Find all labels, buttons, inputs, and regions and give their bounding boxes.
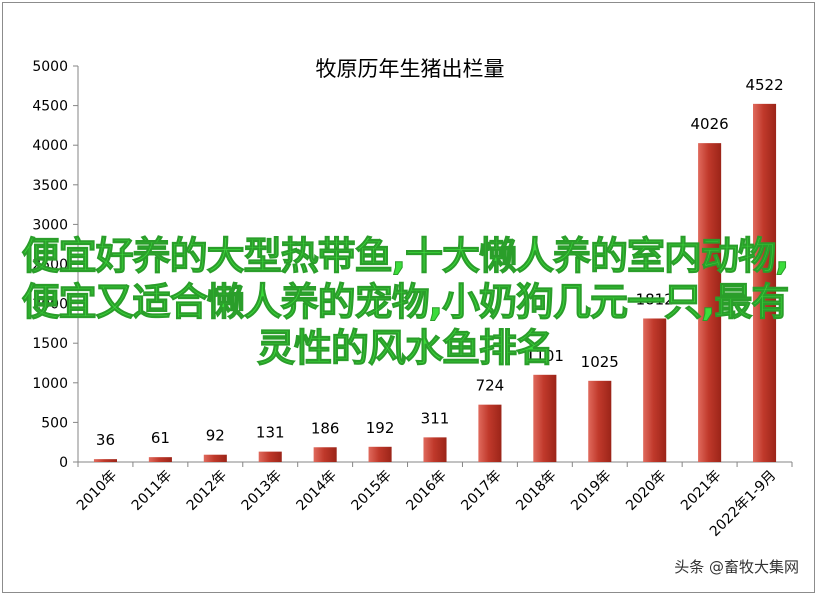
y-tick-label: 4500: [32, 99, 68, 115]
y-tick-label: 1000: [32, 376, 68, 392]
bar: [258, 451, 282, 462]
x-tick-label: 2013年: [239, 468, 285, 514]
bar: [203, 454, 227, 462]
data-label: 4522: [745, 76, 783, 94]
y-tick-label: 1500: [32, 336, 68, 352]
chart-title: 牧原历年生猪出栏量: [316, 57, 505, 81]
x-tick-label: 2019年: [568, 468, 614, 514]
x-tick-label: 2017年: [458, 468, 504, 514]
bar: [368, 446, 392, 462]
data-label: 186: [311, 419, 340, 437]
x-tick-label: 2016年: [403, 468, 449, 514]
y-tick-labels: 0 500 1000 1500 2000 2500 3000 3500 4000 4500 5000: [32, 59, 68, 471]
data-label: 1812: [636, 290, 674, 308]
x-tick-label: 2014年: [294, 468, 340, 514]
y-tick-label: 5000: [32, 59, 68, 75]
data-label: 61: [151, 429, 170, 447]
data-label: 1101: [526, 347, 564, 365]
bar: [533, 374, 557, 462]
bar: [313, 447, 337, 462]
data-labels: 36 61 92 131 186 192 311 724 1101 1025 1812 4026 452…: [96, 76, 784, 449]
y-tick-label: 4000: [32, 138, 68, 154]
data-label: 4026: [691, 115, 729, 133]
data-label: 92: [206, 427, 225, 445]
bar: [753, 103, 777, 462]
x-tick-label: 2015年: [348, 468, 394, 514]
overlay-headline: 便宜好养的大型热带鱼,十大懒人养的室内动物,便宜又适合懒人养的宠物,小奶狗几元一…: [21, 234, 790, 371]
bar: [588, 380, 612, 462]
y-tick-label: 3500: [32, 178, 68, 194]
bar: [643, 318, 667, 462]
data-label: 131: [256, 424, 285, 442]
x-tick-labels: 2010年 2011年 2012年 2013年 2014年 2015年 2016年 2017年…: [74, 468, 779, 540]
data-label: 724: [476, 377, 505, 395]
x-tick-label: 2021年: [678, 468, 724, 514]
y-tick-label: 2500: [32, 257, 68, 273]
bar: [93, 459, 117, 462]
x-tick-label: 2011年: [129, 468, 175, 514]
data-label: 192: [366, 419, 395, 437]
x-tick-label: 2010年: [74, 468, 120, 514]
y-tick-label: 3000: [32, 217, 68, 233]
bar: [698, 143, 722, 462]
watermark: 头条 @畜牧大集网: [674, 558, 799, 576]
y-tick-label: 500: [41, 415, 68, 431]
bar: [478, 404, 502, 462]
bars: [93, 103, 777, 462]
data-label: 311: [421, 409, 450, 427]
bar: [148, 457, 172, 462]
data-label: 1025: [581, 353, 619, 371]
x-tick-label: 2012年: [184, 468, 230, 514]
bar: [423, 437, 447, 462]
x-tick-label: 2018年: [513, 468, 559, 514]
y-tick-label: 2000: [32, 297, 68, 313]
data-label: 36: [96, 431, 115, 449]
y-tick-label: 0: [59, 455, 68, 471]
x-tick-label: 2020年: [623, 468, 669, 514]
